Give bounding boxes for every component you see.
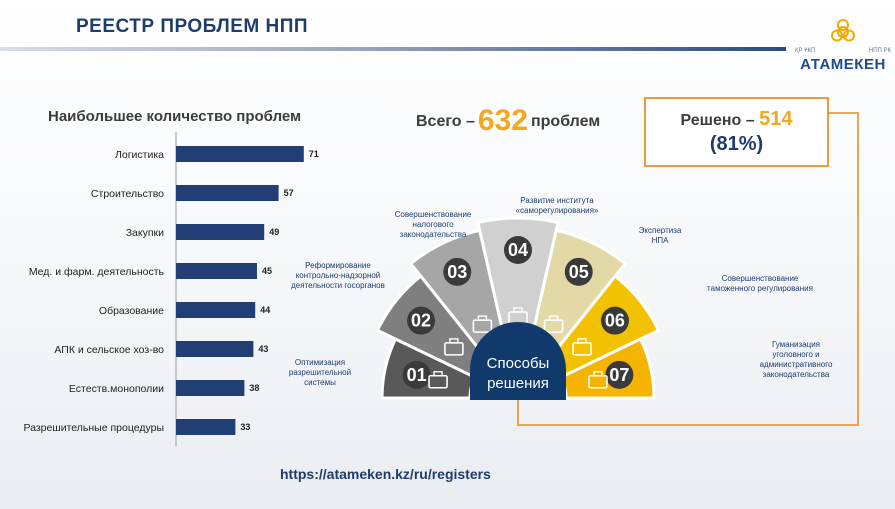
segment-number-badge xyxy=(564,257,593,286)
bar xyxy=(176,263,257,279)
segment-number-badge xyxy=(504,236,532,264)
total-number: 632 xyxy=(477,104,528,137)
registers-link[interactable]: https://atameken.kz/ru/registers xyxy=(280,466,491,482)
atameken-emblem-icon xyxy=(831,19,855,42)
solution-label: Совершенствование таможенного регулирован… xyxy=(707,274,813,293)
bar xyxy=(176,146,304,162)
center-label-line2: решения xyxy=(487,375,549,392)
solution-label: Совершенствование налогового законодательс… xyxy=(395,210,472,239)
segment-number-badge xyxy=(402,360,431,389)
bar xyxy=(176,341,254,357)
category-label: Разрешительные процедуры xyxy=(23,422,164,434)
page-title: РЕЕСТР ПРОБЛЕМ НПП xyxy=(76,16,309,37)
category-label: Образование xyxy=(99,305,164,317)
solution-label: Экспертиза НПА xyxy=(639,226,682,245)
segment-number: 01 xyxy=(407,365,427,385)
value-label: 71 xyxy=(309,149,319,159)
total-suffix: проблем xyxy=(530,113,601,130)
logo: ҚР ҰКП НПП РК АТАМЕКЕН xyxy=(795,18,891,78)
solution-segment: 05 xyxy=(526,228,628,363)
solution-segment: 07 xyxy=(559,336,656,400)
checklist-icon xyxy=(572,338,592,356)
category-label: Закупки xyxy=(126,227,164,239)
segment-number-badge xyxy=(407,306,436,335)
total-prefix: Всего – xyxy=(416,113,475,130)
segment-number: 02 xyxy=(411,311,431,331)
segment-number: 03 xyxy=(447,262,467,282)
solved-box: Решено – 514 (81%) xyxy=(644,97,829,167)
value-label: 57 xyxy=(284,188,294,198)
total-problems: Всего –632 проблем xyxy=(416,104,600,138)
solution-segment: 02 xyxy=(375,273,491,380)
bar xyxy=(176,185,279,201)
bar xyxy=(176,224,265,240)
solutions-center: Способы решения xyxy=(470,322,566,400)
lecturer-icon xyxy=(588,371,608,389)
bar xyxy=(176,380,245,396)
logo-name: АТАМЕКЕН xyxy=(800,56,886,73)
category-label: Естеств.монополии xyxy=(69,383,164,395)
value-label: 38 xyxy=(249,383,259,393)
category-label: АПК и сельское хоз-во xyxy=(54,344,164,356)
solution-label: Оптимизация разрешительной системы xyxy=(289,358,351,387)
value-label: 49 xyxy=(269,227,279,237)
logo-subtitle: ҚР ҰКП НПП РК xyxy=(795,48,891,54)
value-label: 44 xyxy=(260,305,270,315)
value-label: 43 xyxy=(258,344,268,354)
segment-number-badge xyxy=(605,360,634,389)
segment-number: 05 xyxy=(569,262,589,282)
solution-label: Развитие института «саморегулирования» xyxy=(516,196,599,215)
segment-number-badge xyxy=(443,257,472,286)
solved-number: 514 xyxy=(759,108,793,130)
value-label: 33 xyxy=(240,422,250,432)
document-icon xyxy=(543,315,564,333)
books-icon xyxy=(472,315,493,333)
center-label-line1: Способы xyxy=(487,355,550,372)
bar xyxy=(176,419,236,435)
logo-sub-right: НПП РК xyxy=(868,48,891,54)
solution-label: Реформирование контрольно-надзорной деятел… xyxy=(291,261,385,290)
solution-label: Гуманизация уголовного и административного… xyxy=(760,340,833,379)
chart-heading: Наибольшее количество проблем xyxy=(48,108,302,125)
solved-connector-line xyxy=(517,112,859,426)
category-label: Строительство xyxy=(91,188,164,200)
category-label: Мед. и фарм. деятельность xyxy=(29,266,165,278)
title-divider xyxy=(0,47,786,51)
segment-number-badge xyxy=(600,306,629,335)
segment-number: 06 xyxy=(605,311,625,331)
category-label: Логистика xyxy=(115,149,164,161)
briefcase-icon xyxy=(428,371,448,389)
problems-bar-chart: Логистика 71 Строительство 57 Закупки 49 Мед. … xyxy=(23,132,319,446)
logo-sub-left: ҚР ҰКП xyxy=(795,48,816,54)
segment-number: 07 xyxy=(609,365,629,385)
solved-prefix: Решено – xyxy=(680,112,755,129)
solved-percent: (81%) xyxy=(709,133,764,155)
bar xyxy=(176,302,256,318)
value-label: 45 xyxy=(262,266,272,276)
presentation-icon xyxy=(444,338,464,356)
segment-number: 04 xyxy=(508,240,528,260)
